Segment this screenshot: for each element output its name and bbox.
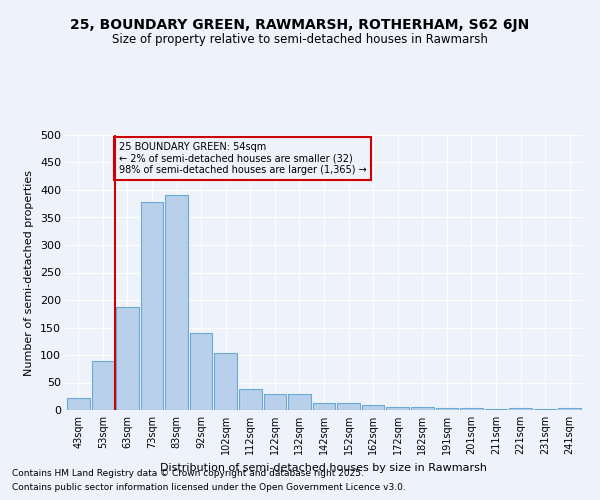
X-axis label: Distribution of semi-detached houses by size in Rawmarsh: Distribution of semi-detached houses by … — [161, 462, 487, 472]
Text: Contains HM Land Registry data © Crown copyright and database right 2025.: Contains HM Land Registry data © Crown c… — [12, 468, 364, 477]
Text: Size of property relative to semi-detached houses in Rawmarsh: Size of property relative to semi-detach… — [112, 32, 488, 46]
Bar — [140, 202, 163, 410]
Bar — [263, 394, 286, 410]
Bar — [116, 306, 139, 410]
Bar — [559, 408, 581, 410]
Bar — [386, 406, 409, 410]
Bar — [92, 360, 114, 410]
Bar — [190, 333, 212, 410]
Y-axis label: Number of semi-detached properties: Number of semi-detached properties — [25, 170, 34, 376]
Bar — [362, 405, 385, 410]
Bar — [411, 406, 434, 410]
Bar — [509, 408, 532, 410]
Text: 25, BOUNDARY GREEN, RAWMARSH, ROTHERHAM, S62 6JN: 25, BOUNDARY GREEN, RAWMARSH, ROTHERHAM,… — [70, 18, 530, 32]
Bar — [460, 408, 483, 410]
Bar — [239, 389, 262, 410]
Bar — [337, 404, 360, 410]
Bar — [214, 354, 237, 410]
Bar — [288, 394, 311, 410]
Bar — [436, 408, 458, 410]
Text: Contains public sector information licensed under the Open Government Licence v3: Contains public sector information licen… — [12, 484, 406, 492]
Bar — [67, 398, 89, 410]
Bar — [313, 404, 335, 410]
Bar — [165, 196, 188, 410]
Text: 25 BOUNDARY GREEN: 54sqm
← 2% of semi-detached houses are smaller (32)
98% of se: 25 BOUNDARY GREEN: 54sqm ← 2% of semi-de… — [119, 142, 367, 175]
